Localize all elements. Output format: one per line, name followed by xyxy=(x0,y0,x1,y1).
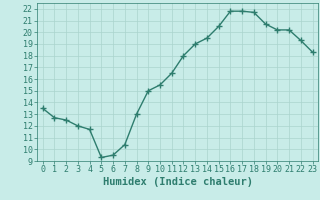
X-axis label: Humidex (Indice chaleur): Humidex (Indice chaleur) xyxy=(103,177,252,187)
